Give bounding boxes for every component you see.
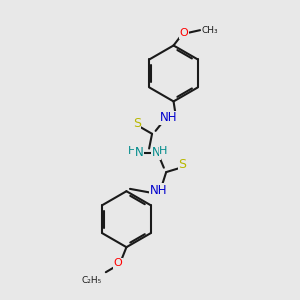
Text: C₂H₅: C₂H₅	[82, 276, 102, 285]
Text: NH: NH	[160, 111, 177, 124]
Text: S: S	[178, 158, 186, 171]
Text: H: H	[159, 146, 167, 156]
Text: NH: NH	[150, 184, 168, 197]
Text: S: S	[133, 117, 141, 130]
Text: N: N	[135, 146, 144, 159]
Text: N: N	[152, 146, 160, 159]
Text: CH₃: CH₃	[202, 26, 218, 35]
Text: H: H	[128, 146, 136, 156]
Text: O: O	[114, 258, 123, 268]
Text: O: O	[179, 28, 188, 38]
